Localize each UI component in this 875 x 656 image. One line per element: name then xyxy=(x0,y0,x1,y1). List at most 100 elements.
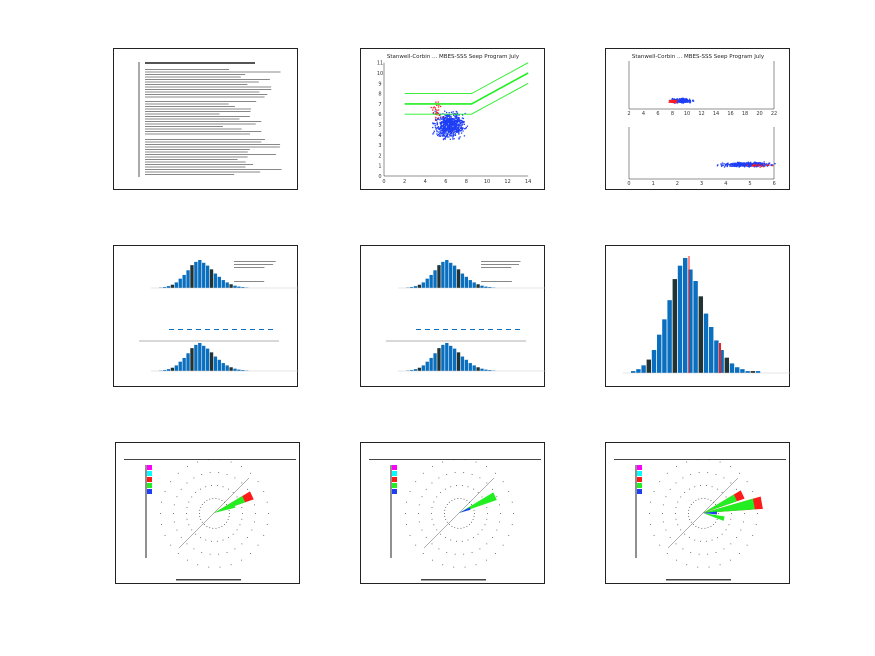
scatter-point xyxy=(444,135,446,138)
scatter-point xyxy=(689,99,691,101)
histogram-bar xyxy=(631,371,636,373)
scatter-point xyxy=(440,124,442,126)
scatter-point xyxy=(757,165,759,167)
histogram-bar xyxy=(205,348,210,371)
histogram-bar xyxy=(456,352,461,371)
x-tick-label: 14 xyxy=(525,179,531,185)
scatter-point-red xyxy=(670,101,672,103)
histogram-bar-flat xyxy=(497,329,502,330)
scatter-point xyxy=(756,164,758,167)
page-thumbnail-3-scatter-pair[interactable]: Stanwell-Corbin ... MBES-SSS Seep Progra… xyxy=(605,48,790,190)
grid-dot xyxy=(686,564,688,566)
histogram-bar xyxy=(688,269,693,373)
scatter-point xyxy=(445,129,448,131)
scatter-point xyxy=(445,122,447,124)
histogram-bar xyxy=(178,361,182,371)
scatter-point xyxy=(760,164,763,166)
grid-dot xyxy=(454,472,456,474)
grid-dot xyxy=(508,491,510,492)
page-thumbnail-9-rose[interactable] xyxy=(605,442,790,584)
scatter-point xyxy=(737,165,739,167)
grid-dot xyxy=(170,544,172,546)
summary-heading xyxy=(145,62,255,64)
scatter-point xyxy=(449,125,451,127)
scatter-point xyxy=(682,97,684,99)
scatter-point xyxy=(449,120,451,122)
histogram-bar-flat xyxy=(506,329,511,330)
rose-wedge xyxy=(214,496,246,513)
grid-dot xyxy=(268,513,269,514)
grid-dot xyxy=(266,524,268,526)
grid-dot xyxy=(239,524,241,526)
grid-dot xyxy=(463,553,465,555)
grid-dot xyxy=(675,513,676,514)
text-line xyxy=(145,118,240,120)
legend-swatch xyxy=(637,477,642,482)
grid-dot xyxy=(209,553,211,555)
histogram-bar xyxy=(182,357,186,371)
histogram-bar xyxy=(729,363,735,373)
scatter-point-red xyxy=(436,114,438,116)
grid-dot xyxy=(472,519,474,520)
grid-dot xyxy=(486,507,488,508)
histogram-bar xyxy=(221,280,225,288)
chart-title: Stanwell-Corbin ... MBES-SSS Seep Progra… xyxy=(632,54,765,60)
page-thumbnail-7-rose[interactable] xyxy=(115,442,300,584)
page-thumbnail-5-histograms[interactable] xyxy=(360,245,546,387)
page-thumbnail-4-histograms[interactable] xyxy=(113,245,299,387)
scatter-point xyxy=(440,127,442,129)
grid-dot xyxy=(481,496,483,498)
histogram-bar xyxy=(464,359,469,371)
rose-figure xyxy=(369,459,541,581)
histogram-bar xyxy=(209,269,214,288)
scatter-point-red xyxy=(668,99,671,102)
grid-dot xyxy=(436,529,438,531)
grid-dot xyxy=(446,551,448,553)
grid-dot xyxy=(216,540,218,542)
legend-swatch xyxy=(147,471,152,476)
scatter-point xyxy=(449,134,451,136)
page-thumbnail-6-histogram[interactable] xyxy=(605,245,791,387)
page-thumbnail-1-text-summary[interactable] xyxy=(113,48,298,190)
page-thumbnail-2-scatter[interactable]: Stanwell-Corbin ... MBES-SSS Seep Progra… xyxy=(360,48,545,190)
grid-dot xyxy=(436,496,438,498)
histogram-bar xyxy=(425,278,429,288)
grid-dot xyxy=(431,518,433,520)
scatter-point-red xyxy=(672,99,674,102)
page-thumbnail-8-rose[interactable] xyxy=(360,442,545,584)
grid-dot xyxy=(662,504,664,506)
scatter-point xyxy=(454,134,457,137)
scatter-point xyxy=(721,164,724,166)
scatter-point xyxy=(457,124,459,126)
grid-dot xyxy=(463,498,465,500)
scatter-point xyxy=(675,98,678,100)
grid-dot xyxy=(689,506,691,508)
grid-dot xyxy=(473,488,474,490)
scatter-point xyxy=(757,162,760,165)
scatter-point xyxy=(686,101,689,103)
scatter-point xyxy=(455,130,457,133)
scatter-point xyxy=(461,127,463,129)
scatter-point xyxy=(453,127,455,130)
scatter-point xyxy=(458,117,460,119)
scatter-point xyxy=(453,119,456,121)
grid-dot xyxy=(457,498,459,499)
scatter-point xyxy=(761,162,763,164)
scatter-point-red xyxy=(434,107,436,109)
scatter-point xyxy=(764,163,766,165)
grid-dot xyxy=(477,533,479,535)
text-line xyxy=(145,169,282,170)
grid-dot xyxy=(228,509,230,511)
scatter-point xyxy=(445,122,448,125)
y-tick-label: 1 xyxy=(378,164,381,170)
grid-dot xyxy=(422,472,424,474)
grid-dot xyxy=(461,540,463,542)
figure-caption xyxy=(421,579,486,581)
scatter-point xyxy=(673,98,675,100)
grid-dot xyxy=(195,533,197,535)
scatter-point xyxy=(685,100,687,102)
scatter-point xyxy=(459,127,462,129)
scatter-point xyxy=(453,130,455,133)
rose-figure xyxy=(124,459,296,581)
text-line xyxy=(145,171,261,173)
